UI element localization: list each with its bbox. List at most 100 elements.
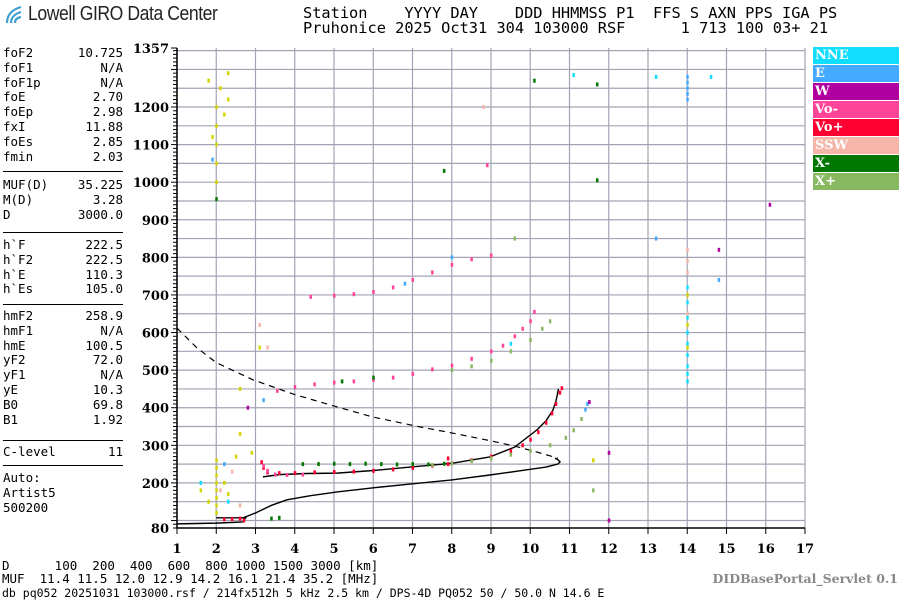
echo-point-e <box>403 281 407 286</box>
echo-point-voplus <box>529 437 532 442</box>
echo-point-xplus <box>431 462 434 467</box>
param-value: N/A <box>100 367 123 383</box>
param-foe: foE 2.70 <box>3 89 123 104</box>
echo-point-nne <box>199 480 203 485</box>
echo-point-extra <box>215 503 218 508</box>
param-value: N/A <box>100 74 123 90</box>
x-tick-label: 9 <box>486 542 495 557</box>
param-value: 258.9 <box>85 308 123 323</box>
echo-point-w <box>607 518 611 523</box>
echo-point-vominus <box>411 371 414 376</box>
echo-point-vominus <box>333 293 336 298</box>
echo-point-xplus <box>509 452 513 457</box>
param-value: 3.28 <box>92 191 123 207</box>
echo-point-extra <box>215 480 218 485</box>
echo-point-nne <box>686 285 689 290</box>
echo-point-extra <box>207 78 210 83</box>
echo-point-extra <box>227 97 230 102</box>
param-label: yE <box>3 382 19 397</box>
legend-item-e: E <box>813 65 899 82</box>
echo-point-xplus <box>450 461 454 466</box>
echo-point-nne <box>686 371 689 376</box>
echo-point-w <box>717 247 721 252</box>
param-label: hmF1 <box>3 322 34 338</box>
echo-point-nne <box>686 315 689 320</box>
echo-point-nne <box>686 330 689 335</box>
param-label: foEs <box>3 133 34 149</box>
echo-point-w <box>607 450 611 455</box>
echo-point-xplus <box>513 236 517 241</box>
echo-point-extra <box>238 386 242 391</box>
echo-point-nne <box>709 74 713 79</box>
echo-point-nne <box>686 364 689 369</box>
echo-point-extra <box>686 292 689 297</box>
legend-item-xplus: X+ <box>813 173 899 190</box>
echo-point-vominus <box>372 289 375 294</box>
echo-point-xplus <box>529 448 532 453</box>
distance-row: D 100 200 400 600 800 1000 1500 3000 [km… <box>2 558 379 573</box>
x-tick-label: 7 <box>408 542 417 557</box>
echo-point-extra <box>215 161 218 166</box>
y-tick-label: 1357 <box>133 42 169 57</box>
x-tick-label: 14 <box>678 542 696 557</box>
echo-point-w <box>246 405 250 410</box>
y-tick-label: 900 <box>142 214 169 229</box>
echo-point-extra <box>250 450 254 455</box>
echo-point-ssw <box>219 488 222 493</box>
echo-point-xplus <box>490 456 493 461</box>
echo-point-ssw <box>238 503 242 508</box>
x-tick-label: 15 <box>717 542 735 557</box>
param-label: D <box>3 206 11 222</box>
param-label: yF2 <box>3 352 26 368</box>
param-b0: B0 69.8 <box>3 397 123 412</box>
y-tick-label: 500 <box>142 364 169 379</box>
echo-point-voplus <box>411 465 414 470</box>
param-value: N/A <box>100 59 123 75</box>
param-value: 10.3 <box>92 382 123 397</box>
legend-item-w: W <box>813 83 899 100</box>
x-tick-label: 2 <box>212 542 221 557</box>
echo-point-xplus <box>580 416 583 421</box>
echo-point-voplus <box>391 467 395 472</box>
echo-point-extra <box>215 495 218 500</box>
echo-point-vominus <box>262 463 265 468</box>
header-columns: Station YYYY DAY DDD HHMMSS P1 FFS S AXN… <box>303 4 838 22</box>
echo-point-xminus <box>364 461 367 466</box>
echo-point-voplus <box>509 448 513 453</box>
echo-point-vominus <box>372 377 375 382</box>
echo-point-voplus <box>278 471 281 476</box>
echo-point-ssw <box>686 259 689 264</box>
echo-point-vominus <box>313 382 316 387</box>
echo-point-xplus <box>509 349 513 354</box>
param-yf2: yF2 72.0 <box>3 352 123 367</box>
echo-point-vominus <box>501 343 505 348</box>
echo-point-extra <box>207 499 210 504</box>
param-he: h`E 110.3 <box>3 267 123 282</box>
echo-point-xplus <box>592 488 595 493</box>
echo-point-vominus <box>490 349 493 354</box>
echo-point-nne <box>686 300 689 305</box>
echo-point-extra <box>227 492 230 497</box>
echo-point-vominus <box>274 472 277 477</box>
echo-point-voplus <box>446 462 450 467</box>
echo-point-xplus <box>450 368 454 373</box>
echo-point-ssw <box>230 469 234 474</box>
echo-point-e <box>686 80 689 85</box>
param-value: N/A <box>100 322 123 338</box>
x-tick-label: 10 <box>521 542 539 557</box>
echo-point-voplus <box>560 386 564 391</box>
echo-point-w <box>768 202 772 207</box>
param-hf: h`F 222.5 <box>3 237 123 252</box>
echo-point-voplus <box>352 469 356 474</box>
echo-point-xminus <box>278 515 281 520</box>
echo-point-extra <box>238 432 242 437</box>
legend-item-nne: NNE <box>813 47 899 64</box>
param-label: hmE <box>3 337 26 353</box>
y-tick-label: 1000 <box>133 176 169 191</box>
param-label: MUF(D) <box>3 177 49 192</box>
param-value: 110.3 <box>85 266 123 282</box>
divider <box>3 465 123 466</box>
echo-point-extra <box>215 142 218 147</box>
legend-item-vominus: Vo- <box>813 101 899 118</box>
echo-point-extra <box>215 510 218 515</box>
